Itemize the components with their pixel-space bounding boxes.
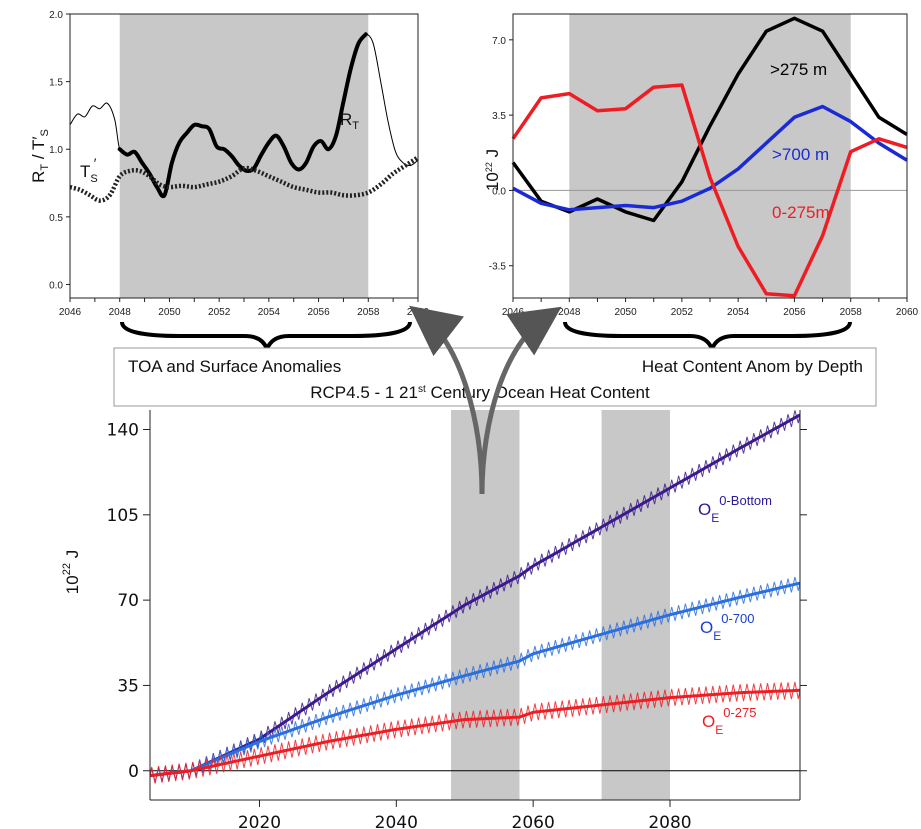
- arrow-to-right-panel: [479, 306, 562, 495]
- ohc-x-tick-label: 2080: [648, 813, 691, 829]
- depth-y-tick-label: -3.5: [489, 262, 507, 273]
- toa-series-rt: [117, 32, 368, 199]
- toa-y-label: RT / T′S: [29, 129, 51, 183]
- toa-y-tick-label: 2.0: [49, 10, 63, 21]
- toa-y-tick-label: 1.5: [49, 78, 63, 89]
- braces: [120, 321, 852, 351]
- toa-x-tick-label: 2054: [258, 307, 281, 318]
- toa-x-tick-label: 2058: [357, 307, 380, 318]
- ohc-x-axis: 2020 2040 2060 2080: [238, 800, 692, 829]
- depth-x-tick-label: 2050: [614, 307, 637, 318]
- ohc-y-tick-label: 140: [107, 421, 139, 441]
- depth-label-0-275: 0-275m: [772, 203, 830, 222]
- left-brace: [120, 321, 412, 351]
- toa-y-axis: 0.0 0.5 1.0 1.5 2.0: [49, 10, 70, 291]
- toa-x-tick-label: 2048: [109, 307, 132, 318]
- depth-y-tick-label: 3.5: [492, 111, 506, 122]
- ohc-y-tick-label: 35: [117, 676, 139, 696]
- ohc-series-layer: [149, 410, 801, 784]
- ohc-x-tick-label: 2020: [238, 813, 281, 829]
- toa-x-axis: 2046 2048 2050 2052 2054 2056 2058 2060: [59, 298, 430, 318]
- depth-x-tick-label: 2054: [727, 307, 750, 318]
- ohc-y-axis: 0 35 70 105 140: [107, 421, 807, 782]
- depth-x-tick-label: 2058: [840, 307, 863, 318]
- depth-shade-band: [569, 14, 851, 298]
- depth-x-axis: 2046 2048 2050 2052 2054 2056 2058 2060: [502, 298, 919, 318]
- depth-y-label: 1022 J: [483, 149, 502, 191]
- arrows: [409, 305, 562, 495]
- depth-panel: 2046 2048 2050 2052 2054 2056 2058 2060 -3.5 0.0…: [483, 13, 919, 318]
- ohc-x-tick-label: 2040: [375, 813, 418, 829]
- ohc-x-tick-label: 2060: [512, 813, 555, 829]
- ohc-label-275: OE0-275: [702, 705, 757, 737]
- toa-x-tick-label: 2046: [59, 307, 82, 318]
- right-brace: [563, 321, 852, 351]
- ohc-y-tick-label: 0: [128, 762, 139, 782]
- depth-label-gt700: >700 m: [772, 145, 829, 164]
- ohc-panel: 2020 2040 2060 2080 0 35 70 105 140 1022 J OE0-…: [61, 410, 807, 829]
- ohc-label-bottom: OE0-Bottom: [698, 493, 772, 525]
- toa-x-tick-label: 2050: [158, 307, 181, 318]
- ohc-series-0-700: [149, 581, 801, 778]
- toa-x-tick-label: 2052: [208, 307, 231, 318]
- ohc-y-tick-label: 105: [107, 506, 139, 526]
- ohc-label-700: OE0-700: [700, 611, 755, 643]
- toa-shade-band: [119, 14, 369, 298]
- caption-left: TOA and Surface Anomalies: [128, 357, 341, 376]
- caption-bottom: RCP4.5 - 1 21st Century Ocean Heat Conte…: [310, 383, 650, 402]
- toa-label-ts: TS′: [80, 155, 98, 185]
- toa-y-tick-label: 0.0: [49, 280, 63, 291]
- depth-series-0-275: [511, 83, 908, 298]
- caption-right: Heat Content Anom by Depth: [642, 357, 863, 376]
- toa-shaded-period: [119, 14, 369, 298]
- depth-shaded-period: [569, 14, 851, 298]
- ohc-series-0-bottom: [149, 413, 801, 778]
- toa-x-tick-label: 2060: [407, 307, 430, 318]
- depth-y-tick-label: 0.0: [492, 186, 506, 197]
- depth-series-layer: [511, 16, 908, 298]
- depth-x-tick-label: 2052: [671, 307, 694, 318]
- depth-x-tick-label: 2056: [783, 307, 806, 318]
- ohc-shade-band: [601, 410, 670, 800]
- depth-y-axis: -3.5 0.0 3.5 7.0: [489, 36, 513, 273]
- toa-y-tick-label: 0.5: [49, 213, 63, 224]
- ohc-y-label: 1022 J: [61, 550, 82, 594]
- depth-x-tick-label: 2046: [502, 307, 525, 318]
- toa-series-layer: [69, 32, 420, 203]
- depth-series-gt700: [512, 104, 908, 212]
- ohc-y-tick-label: 70: [117, 591, 139, 611]
- depth-x-tick-label: 2048: [558, 307, 581, 318]
- depth-y-tick-label: 7.0: [492, 36, 506, 47]
- depth-x-tick-label: 2060: [896, 307, 919, 318]
- ohc-series-0-275: [149, 688, 801, 778]
- toa-panel: 2046 2048 2050 2052 2054 2056 2058 2060 0.0 0.5 1…: [29, 10, 430, 318]
- toa-x-tick-label: 2056: [307, 307, 330, 318]
- toa-y-tick-label: 1.0: [49, 145, 63, 156]
- toa-series-ts: [69, 155, 420, 203]
- depth-label-gt275: >275 m: [770, 60, 827, 79]
